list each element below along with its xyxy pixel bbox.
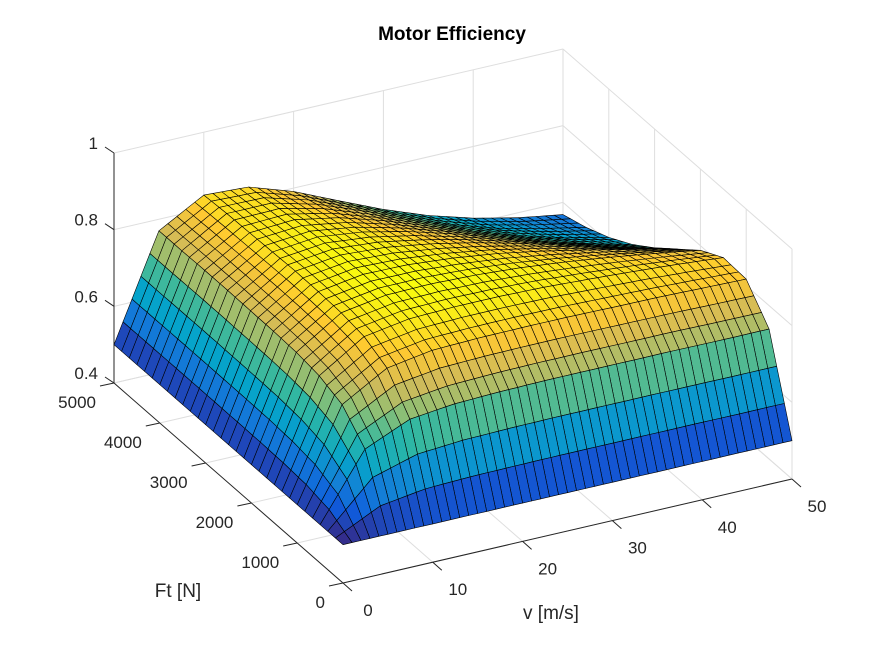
x-tick-label: 40 — [718, 518, 737, 537]
y-tick — [99, 382, 115, 387]
axes — [99, 146, 802, 592]
x-axis-line — [342, 478, 793, 584]
y-tick-label: 3000 — [150, 473, 188, 492]
x-tick — [342, 582, 353, 592]
side-wall-grid-line — [562, 48, 793, 250]
y-tick — [191, 462, 206, 467]
y-axis-line — [113, 382, 344, 584]
z-tick — [104, 376, 115, 384]
y-tick-label: 0 — [316, 593, 325, 612]
z-tick-label: 1 — [89, 134, 98, 153]
y-tick-label: 4000 — [104, 433, 142, 452]
y-tick-label: 1000 — [241, 553, 279, 572]
z-tick — [104, 146, 115, 154]
x-tick-label: 10 — [448, 580, 467, 599]
z-tick — [104, 223, 115, 231]
y-tick — [283, 542, 298, 547]
x-tick — [791, 478, 802, 488]
z-tick-label: 0.6 — [74, 287, 98, 306]
y-tick — [328, 582, 344, 587]
y-tick — [145, 422, 160, 427]
y-tick-label: 5000 — [58, 393, 96, 412]
chart-title: Motor Efficiency — [378, 24, 526, 45]
z-tick-label: 0.4 — [74, 364, 98, 383]
tick-labels: 0 10 20 30 40 50 0 1000 2000 3000 4000 5000 0.4 0.6 0.… — [58, 134, 826, 620]
x-tick — [612, 520, 622, 529]
surface-face — [335, 531, 353, 546]
x-tick-label: 0 — [363, 601, 372, 620]
y-tick — [237, 502, 252, 507]
x-tick-label: 30 — [628, 539, 647, 558]
z-tick — [104, 299, 115, 307]
y-axis-label: Ft [N] — [155, 581, 201, 602]
x-tick-label: 50 — [808, 497, 827, 516]
x-axis-label: v [m/s] — [523, 603, 579, 624]
z-tick-label: 0.8 — [74, 211, 98, 230]
x-tick — [432, 561, 443, 571]
y-tick-label: 2000 — [196, 513, 234, 532]
side-wall-grid-line — [562, 125, 793, 327]
back-wall-grid-line — [113, 48, 564, 154]
x-tick — [522, 541, 532, 550]
x-tick-label: 20 — [538, 559, 557, 578]
x-tick — [701, 499, 712, 509]
surface-mesh — [113, 186, 793, 546]
